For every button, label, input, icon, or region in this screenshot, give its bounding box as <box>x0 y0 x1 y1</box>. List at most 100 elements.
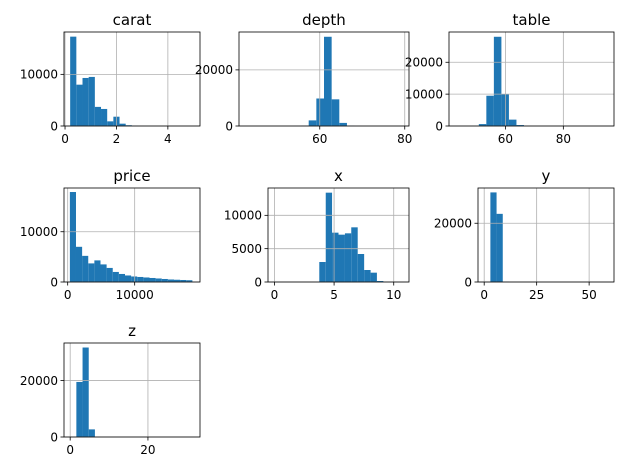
bar-carat-4 <box>94 106 102 126</box>
xtick-label-y-1: 25 <box>529 288 544 302</box>
bar-table-4 <box>486 95 494 126</box>
panel-title-price: price <box>113 167 150 185</box>
ytick-label-carat-0: 0 <box>50 119 58 133</box>
axes-frame-z <box>63 342 201 438</box>
bar-price-0 <box>69 192 76 282</box>
bar-x-7 <box>319 262 326 282</box>
xtick-label-price-1: 10000 <box>116 288 154 302</box>
bar-x-13 <box>357 254 365 282</box>
ytick-label-price-0: 0 <box>50 275 58 289</box>
bar-carat-1 <box>76 84 83 126</box>
bar-price-10 <box>131 276 138 282</box>
axes-frame-y <box>477 187 615 283</box>
histogram-y: 0 25 50 0 20000 y <box>434 167 615 302</box>
histogram-depth: 60 80 0 20000 depth <box>195 11 413 146</box>
xtick-label-carat-0: 0 <box>61 132 69 146</box>
bar-price-17 <box>174 279 181 282</box>
xtick-label-x-0: 0 <box>271 288 279 302</box>
xtick-label-carat-1: 2 <box>113 132 121 146</box>
xtick-label-depth-1: 80 <box>397 132 412 146</box>
bar-carat-2 <box>82 77 89 126</box>
ytick-label-z-1: 20000 <box>20 374 58 388</box>
ytick-label-z-0: 0 <box>50 430 58 444</box>
bar-price-11 <box>137 276 144 282</box>
panel-title-y: y <box>542 167 551 185</box>
bar-price-8 <box>118 273 125 282</box>
ytick-label-table-2: 20000 <box>405 56 443 70</box>
bar-depth-12 <box>339 122 347 126</box>
histogram-x: 0 5 10 0 5000 10000 x <box>224 167 410 302</box>
bar-price-7 <box>112 271 119 282</box>
bar-x-15 <box>370 272 377 282</box>
xtick-label-y-2: 50 <box>581 288 596 302</box>
xtick-label-carat-2: 4 <box>164 132 172 146</box>
bar-carat-3 <box>88 76 95 126</box>
bar-price-15 <box>161 278 168 282</box>
panel-title-x: x <box>334 167 343 185</box>
bar-y-2 <box>496 213 503 282</box>
bar-z-3 <box>88 429 95 437</box>
bar-price-3 <box>88 263 95 282</box>
bar-z-2 <box>82 347 89 437</box>
bar-carat-5 <box>101 108 108 126</box>
ytick-label-x-1: 5000 <box>231 242 262 256</box>
xtick-label-table-1: 80 <box>556 132 571 146</box>
bar-x-9 <box>332 232 339 282</box>
ytick-label-x-0: 0 <box>254 275 262 289</box>
bar-price-16 <box>167 279 174 282</box>
bar-price-14 <box>155 278 162 282</box>
axes-frame-carat <box>63 31 201 127</box>
xtick-label-y-0: 0 <box>480 288 488 302</box>
histogram-carat: 0 2 4 0 10000 carat <box>20 11 201 146</box>
bar-y-1 <box>490 192 497 282</box>
bar-price-13 <box>149 277 156 282</box>
bar-carat-6 <box>107 121 114 126</box>
bar-x-11 <box>344 233 352 282</box>
ytick-label-carat-1: 10000 <box>20 68 58 82</box>
xtick-label-depth-0: 60 <box>312 132 327 146</box>
panel-title-depth: depth <box>302 11 346 29</box>
axes-frame-price <box>63 187 201 283</box>
bar-price-5 <box>100 264 107 282</box>
bar-carat-0 <box>70 36 77 126</box>
bar-carat-8 <box>119 123 126 126</box>
ytick-label-price-1: 10000 <box>20 225 58 239</box>
histogram-z: 0 20 0 20000 z <box>20 322 201 457</box>
ytick-label-table-0: 0 <box>435 119 443 133</box>
ytick-label-y-0: 0 <box>464 275 472 289</box>
xtick-label-table-0: 60 <box>498 132 513 146</box>
bar-depth-8 <box>308 120 317 126</box>
bar-price-18 <box>180 279 187 282</box>
bar-depth-10 <box>324 36 332 126</box>
bar-x-12 <box>351 227 358 282</box>
ytick-label-x-2: 10000 <box>224 209 262 223</box>
ytick-label-depth-0: 0 <box>225 119 233 133</box>
bar-price-12 <box>143 277 150 282</box>
bar-price-19 <box>186 280 193 282</box>
bar-price-2 <box>82 255 89 282</box>
histogram-table: 60 80 0 10000 20000 table <box>405 11 615 146</box>
bar-x-16 <box>376 281 384 282</box>
axes-frame-table <box>448 31 615 127</box>
bar-depth-9 <box>316 98 324 126</box>
panel-title-table: table <box>513 11 551 29</box>
xtick-label-z-1: 20 <box>140 443 155 457</box>
panel-title-carat: carat <box>113 11 152 29</box>
ytick-label-depth-1: 20000 <box>195 63 233 77</box>
axes-frame-x <box>267 187 410 283</box>
xtick-label-z-0: 0 <box>66 443 74 457</box>
bar-depth-11 <box>331 99 340 126</box>
bar-price-6 <box>106 267 113 282</box>
ytick-label-y-1: 20000 <box>434 217 472 231</box>
bar-table-3 <box>478 124 487 126</box>
ytick-label-table-1: 10000 <box>405 87 443 101</box>
bar-table-5 <box>493 36 502 126</box>
panel-title-z: z <box>128 322 136 340</box>
histogram-price: 0 10000 0 10000 price <box>20 167 201 302</box>
axes-frame-depth <box>238 31 410 127</box>
bar-price-9 <box>125 275 132 282</box>
bar-x-14 <box>364 270 371 282</box>
bar-table-7 <box>508 119 517 126</box>
bar-x-10 <box>338 234 345 282</box>
